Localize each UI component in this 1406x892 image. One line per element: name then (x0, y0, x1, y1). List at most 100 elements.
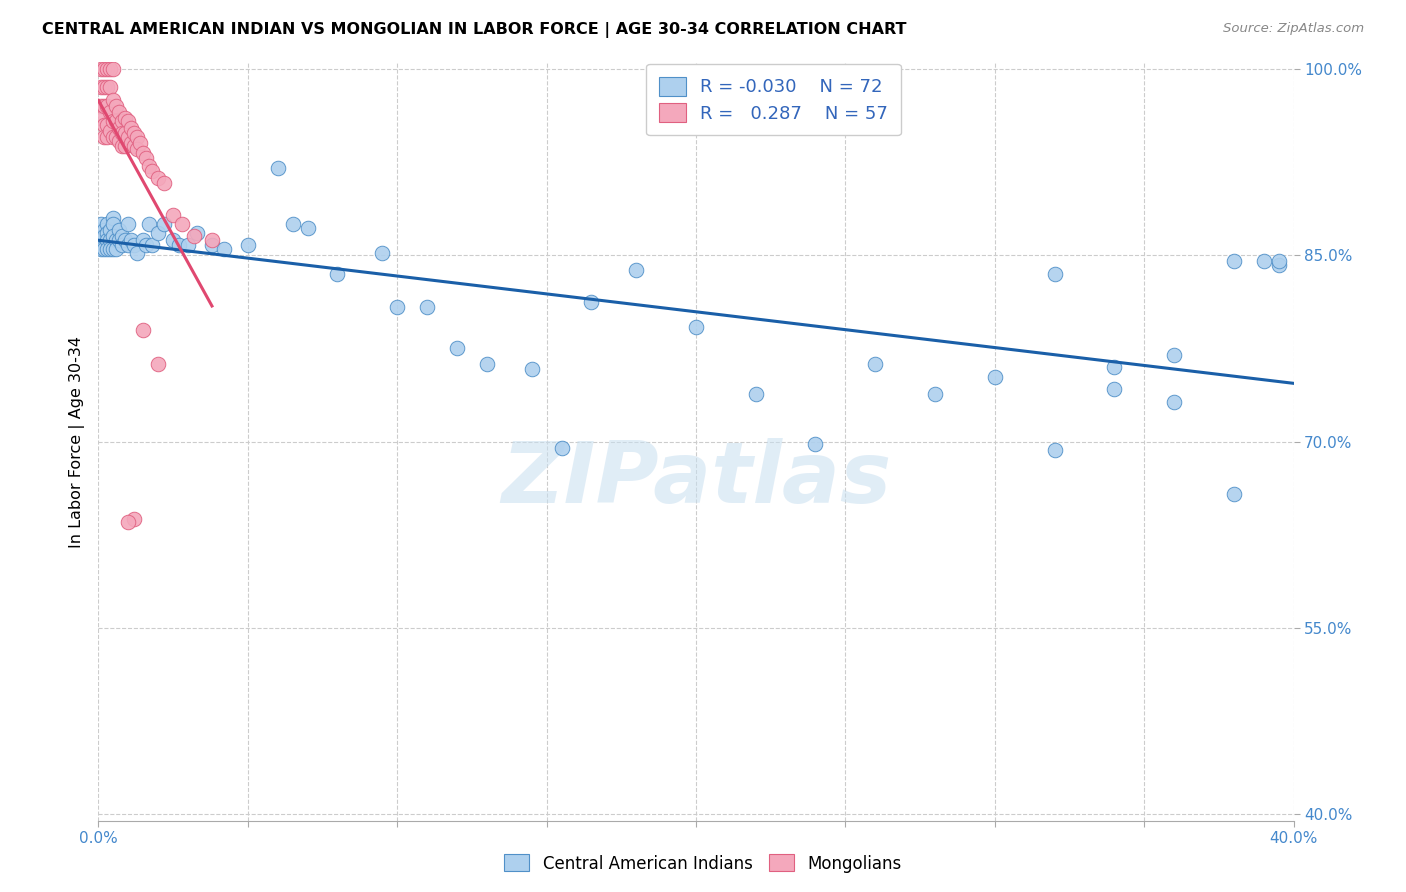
Point (103, 130, 125, 145)
Point (98, 80, 122, 95)
Point (124, 126, 146, 140)
Point (183, 229, 205, 244)
Point (416, 301, 439, 315)
Point (103, 62, 125, 76)
Point (924, 387, 946, 401)
Point (984, 370, 1007, 384)
Point (172, 217, 194, 231)
Point (98, 223, 122, 237)
Point (581, 295, 603, 310)
Point (93, 242, 115, 256)
Point (132, 323, 155, 337)
Point (108, 105, 131, 120)
Point (1223, 487, 1246, 501)
Point (141, 238, 163, 252)
Point (148, 358, 170, 372)
Point (103, 113, 125, 128)
Text: Source: ZipAtlas.com: Source: ZipAtlas.com (1223, 22, 1364, 36)
Point (96, 217, 118, 231)
Point (177, 238, 200, 252)
Point (111, 229, 134, 244)
Point (96, 80, 118, 95)
Point (103, 93, 125, 107)
Point (201, 233, 224, 247)
Point (103, 242, 125, 256)
Point (117, 516, 139, 530)
Point (105, 242, 128, 256)
Point (626, 263, 648, 277)
Point (148, 226, 170, 240)
Point (1253, 254, 1275, 268)
Point (111, 113, 134, 128)
Point (96, 118, 118, 132)
Point (105, 233, 128, 247)
Point (127, 143, 149, 157)
Point (90, 235, 112, 250)
Point (96, 99, 118, 113)
Point (153, 217, 176, 231)
Point (96, 130, 118, 145)
Point (371, 245, 394, 260)
Text: ZIPatlas: ZIPatlas (501, 438, 891, 521)
Point (98, 62, 122, 76)
Point (135, 151, 157, 165)
Point (1223, 254, 1246, 268)
Point (804, 437, 827, 451)
Point (96, 233, 118, 247)
Point (105, 113, 128, 128)
Point (281, 217, 304, 231)
Point (148, 171, 170, 186)
Point (120, 233, 142, 247)
Point (90, 242, 112, 256)
Point (111, 238, 134, 252)
Point (132, 146, 155, 161)
Point (90, 217, 112, 231)
Point (186, 226, 208, 240)
Point (153, 176, 176, 190)
Point (236, 238, 259, 252)
Point (108, 233, 131, 247)
Point (127, 130, 149, 145)
Point (90, 80, 112, 95)
Y-axis label: In Labor Force | Age 30-34: In Labor Force | Age 30-34 (69, 335, 84, 548)
Point (132, 233, 155, 247)
Point (212, 242, 235, 256)
Legend: R = -0.030    N = 72, R =   0.287    N = 57: R = -0.030 N = 72, R = 0.287 N = 57 (647, 64, 901, 136)
Point (93, 223, 115, 237)
Point (105, 130, 128, 145)
Point (90, 112, 112, 126)
Point (124, 238, 146, 252)
Point (141, 163, 163, 178)
Point (111, 138, 134, 153)
Point (108, 223, 131, 237)
Point (105, 99, 128, 113)
Point (475, 358, 498, 372)
Point (108, 134, 131, 148)
Point (446, 341, 468, 355)
Point (103, 229, 125, 244)
Point (96, 62, 118, 76)
Point (1043, 267, 1066, 281)
Point (98, 233, 122, 247)
Point (550, 441, 572, 455)
Point (117, 130, 139, 145)
Point (114, 126, 136, 140)
Point (93, 80, 115, 95)
Point (98, 105, 122, 120)
Point (385, 301, 409, 315)
Point (129, 136, 152, 151)
Point (745, 387, 768, 401)
Point (114, 138, 136, 153)
Point (93, 99, 115, 113)
Point (1267, 254, 1289, 268)
Point (93, 62, 115, 76)
Point (90, 62, 112, 76)
Point (127, 245, 149, 260)
Text: CENTRAL AMERICAN INDIAN VS MONGOLIAN IN LABOR FORCE | AGE 30-34 CORRELATION CHAR: CENTRAL AMERICAN INDIAN VS MONGOLIAN IN … (42, 22, 907, 38)
Point (1267, 258, 1289, 272)
Point (685, 320, 707, 334)
Point (93, 130, 115, 145)
Point (1104, 359, 1126, 374)
Point (98, 242, 122, 256)
Point (114, 233, 136, 247)
